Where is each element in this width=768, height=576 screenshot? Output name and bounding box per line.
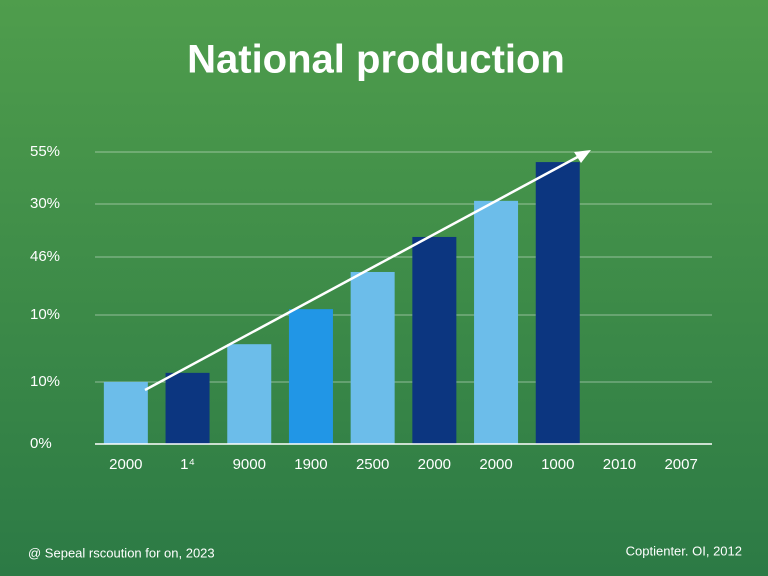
- footer-left: @ Sepeal rscoution for on, 2023: [28, 545, 215, 560]
- bar: [412, 236, 457, 444]
- x-tick-label: 1000: [541, 456, 574, 473]
- chart-title: National production: [187, 38, 565, 82]
- y-tick-label: 10%: [30, 373, 60, 390]
- x-tick-label: 2000: [479, 456, 512, 473]
- bar: [165, 372, 210, 444]
- bar: [103, 381, 148, 444]
- x-tick-label: 2010: [603, 456, 636, 473]
- trend-arrow: [144, 151, 586, 392]
- bar: [474, 200, 519, 444]
- x-tick-label: 2007: [664, 456, 697, 473]
- arrow-head: [574, 150, 591, 163]
- y-tick-label: 46%: [30, 248, 60, 265]
- footer-right: Coptienter. OI, 2012: [626, 543, 742, 558]
- bar: [288, 309, 333, 444]
- x-tick-label: 2000: [109, 456, 142, 473]
- y-tick-label: 30%: [30, 195, 60, 212]
- x-tick-label: 2500: [356, 456, 389, 473]
- x-tick-label: 1⁴: [180, 456, 195, 473]
- y-tick-label: 0%: [30, 435, 52, 452]
- y-tick-label: 10%: [30, 306, 60, 323]
- bar: [535, 162, 580, 444]
- x-tick-label: 1900: [294, 456, 327, 473]
- bar: [350, 271, 395, 444]
- y-tick-label: 55%: [30, 143, 60, 160]
- x-tick-label: 9000: [233, 456, 266, 473]
- bar: [227, 344, 272, 444]
- x-tick-label: 2000: [418, 456, 451, 473]
